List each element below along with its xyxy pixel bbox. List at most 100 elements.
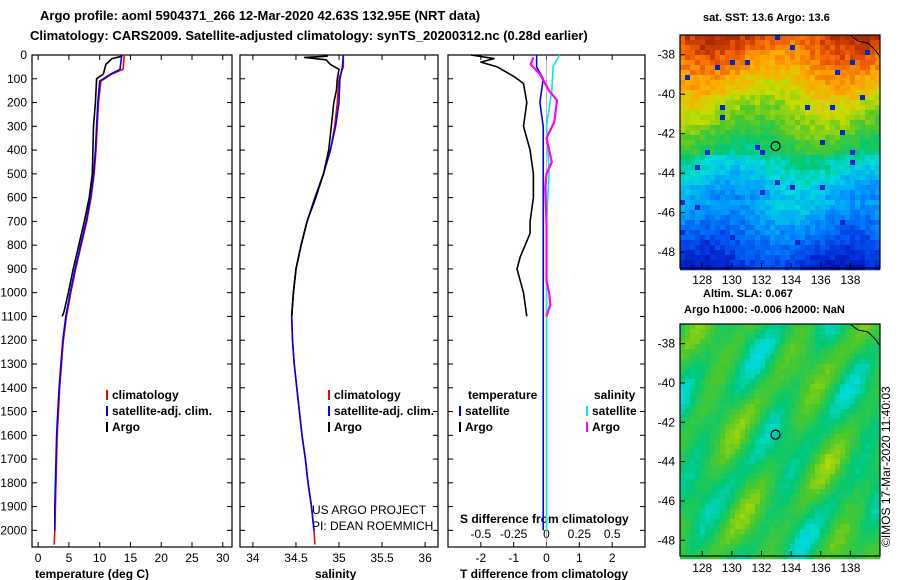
map-cell <box>845 359 851 365</box>
map-cell <box>765 190 771 196</box>
map-cell <box>785 359 791 365</box>
map-cell <box>755 140 761 146</box>
map-cell <box>745 90 751 96</box>
map-cell <box>865 200 871 206</box>
map-cell <box>775 469 781 475</box>
map-cell <box>810 369 816 375</box>
map-cell <box>760 180 766 186</box>
legend-title: temperature <box>468 388 538 402</box>
map-cell <box>785 115 791 121</box>
map-cell <box>750 150 756 156</box>
map-cell <box>840 364 846 370</box>
map-cell <box>720 499 726 505</box>
xtick-label: 0 <box>543 551 550 565</box>
map-cell <box>850 389 856 395</box>
map-cell <box>730 120 736 126</box>
map-cell <box>795 439 801 445</box>
map-cell <box>730 165 736 171</box>
map-cell <box>855 394 861 400</box>
map-cell <box>835 195 841 201</box>
map-cell <box>875 544 881 550</box>
map-cell <box>765 324 771 330</box>
map-cell <box>860 230 866 236</box>
map-cell <box>685 90 691 96</box>
map-cell <box>835 90 841 96</box>
map-cell <box>785 544 791 550</box>
map-cell <box>690 404 696 410</box>
map-cell <box>785 255 791 261</box>
map-cell <box>780 80 786 86</box>
map-cell <box>830 200 836 206</box>
ytick-label: 600 <box>7 191 27 205</box>
map-cell <box>685 329 691 335</box>
map-cell <box>835 105 841 111</box>
map-cell <box>750 514 756 520</box>
map-cell <box>745 215 751 221</box>
map-cell <box>700 140 706 146</box>
map-cell <box>830 55 836 61</box>
map-cell <box>705 449 711 455</box>
map-cell <box>875 190 881 196</box>
map-cell <box>790 200 796 206</box>
map-cell <box>720 120 726 126</box>
map-xtick-label: 128 <box>692 561 712 575</box>
map-cell <box>690 65 696 71</box>
map-cell <box>750 369 756 375</box>
map-cell <box>760 459 766 465</box>
map-cell <box>700 439 706 445</box>
map-cell <box>710 195 716 201</box>
map-cell <box>830 35 836 41</box>
map-cell <box>745 155 751 161</box>
map-cell <box>690 130 696 136</box>
map-cell <box>720 110 726 116</box>
map-cell <box>760 245 766 251</box>
map-cell <box>825 100 831 106</box>
map-cell <box>795 165 801 171</box>
map-cell <box>750 200 756 206</box>
map-cell <box>830 210 836 216</box>
map-cell <box>700 220 706 226</box>
map-cell <box>780 100 786 106</box>
map-cell <box>700 469 706 475</box>
map-cell <box>850 155 856 161</box>
map-cell <box>870 534 876 540</box>
map-cell <box>860 329 866 335</box>
map-cell <box>805 145 811 151</box>
map-cell <box>715 404 721 410</box>
map-cell <box>875 220 881 226</box>
map-cell <box>695 130 701 136</box>
map-cell <box>835 130 841 136</box>
map-cell <box>695 90 701 96</box>
map-cell <box>865 349 871 355</box>
map-cell <box>750 180 756 186</box>
map-cell <box>795 514 801 520</box>
map-cell <box>825 429 831 435</box>
map-cell <box>715 245 721 251</box>
map-cell <box>725 469 731 475</box>
map-cell <box>720 65 726 71</box>
map-cell <box>745 379 751 385</box>
map-cell <box>820 260 826 266</box>
map-cell <box>770 215 776 221</box>
map-cell <box>725 474 731 480</box>
map-cell <box>735 215 741 221</box>
map-cell <box>795 175 801 181</box>
map-cell <box>845 255 851 261</box>
map-cell <box>750 165 756 171</box>
map-cell <box>835 354 841 360</box>
map-cell <box>705 394 711 400</box>
map-cell <box>845 334 851 340</box>
xtick-label: 35 <box>332 551 346 565</box>
map-cell <box>805 235 811 241</box>
map-cell <box>805 359 811 365</box>
map-cell <box>775 549 781 555</box>
map-cell <box>780 489 786 495</box>
map-cell <box>725 235 731 241</box>
map-cell <box>850 344 856 350</box>
map-cell <box>685 419 691 425</box>
map-cell <box>870 434 876 440</box>
map-cell <box>820 354 826 360</box>
map-cell <box>845 504 851 510</box>
map-cell <box>860 245 866 251</box>
map-cell <box>785 499 791 505</box>
